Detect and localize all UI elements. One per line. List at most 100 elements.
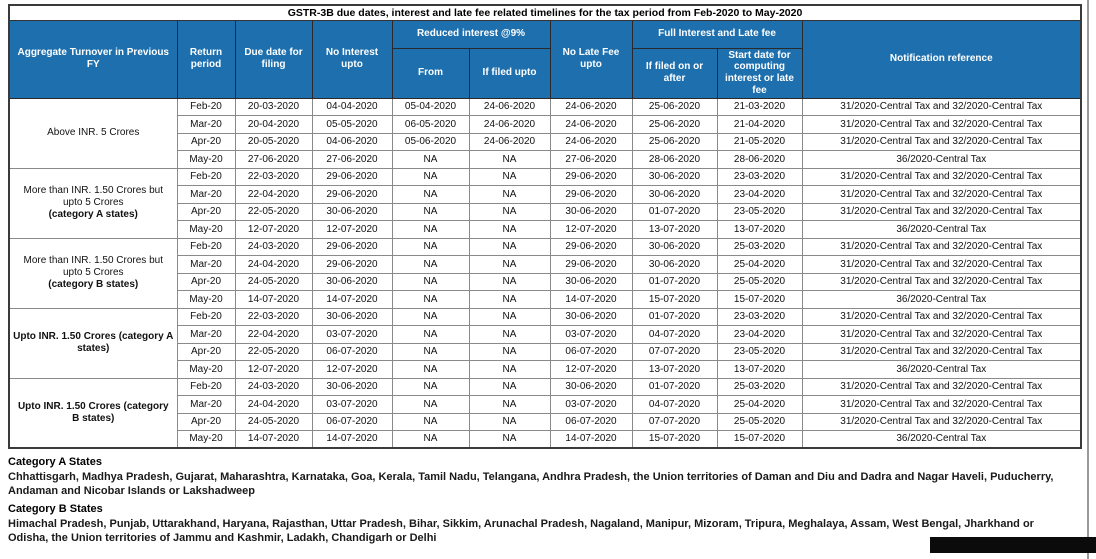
data-cell: 01-07-2020: [631, 307, 718, 327]
data-cell: 23-04-2020: [716, 185, 803, 204]
data-cell: 22-04-2020: [234, 325, 313, 344]
data-cell: 30-06-2020: [631, 167, 718, 187]
data-cell: 25-04-2020: [716, 255, 803, 274]
col-header-full-interest: Full Interest and Late fee: [631, 19, 803, 49]
data-cell: NA: [391, 377, 470, 397]
data-cell: 30-06-2020: [311, 307, 393, 327]
data-cell: NA: [468, 272, 551, 292]
data-cell: Apr-20: [176, 342, 236, 362]
col-header-turnover: Aggregate Turnover in Previous FY: [8, 19, 178, 99]
data-cell: 23-03-2020: [716, 307, 803, 327]
table-row: Above INR. 5 Crores Feb-20 20-03-2020 04-04…: [8, 97, 1082, 169]
data-cell: NA: [391, 412, 470, 432]
data-cell: NA: [391, 202, 470, 222]
data-cell: 30-06-2020: [631, 255, 718, 274]
data-cell: 06-07-2020: [311, 342, 393, 362]
data-cell: NA: [391, 220, 470, 239]
data-cell: 24-03-2020: [234, 237, 313, 257]
col-header-from: From: [391, 47, 470, 99]
data-cell: Apr-20: [176, 412, 236, 432]
data-cell: NA: [468, 325, 551, 344]
data-cell: 30-06-2020: [311, 202, 393, 222]
data-cell: NA: [468, 220, 551, 239]
data-cell: 04-07-2020: [631, 395, 718, 414]
data-cell: 25-05-2020: [716, 412, 803, 432]
data-cell: Mar-20: [176, 395, 236, 414]
data-cell: 29-06-2020: [549, 185, 633, 204]
data-cell: 06-05-2020: [391, 115, 470, 134]
data-cell: 24-06-2020: [549, 97, 633, 117]
data-cell: 14-07-2020: [549, 290, 633, 309]
title-row: GSTR-3B due dates, interest and late fee…: [8, 4, 1082, 21]
data-cell: May-20: [176, 150, 236, 169]
data-cell: NA: [468, 342, 551, 362]
data-cell: 21-03-2020: [716, 97, 803, 117]
data-cell: 13-07-2020: [631, 220, 718, 239]
data-cell: May-20: [176, 220, 236, 239]
data-cell: 01-07-2020: [631, 377, 718, 397]
data-cell: 27-06-2020: [234, 150, 313, 169]
data-cell: 22-05-2020: [234, 342, 313, 362]
table-row: May-20 14-07-2020 14-07-2020 NA NA 14-07-2020…: [9, 430, 1082, 449]
data-cell: 31/2020-Central Tax and 32/2020-Central …: [801, 325, 1082, 344]
data-cell: NA: [391, 237, 470, 257]
data-cell: 24-06-2020: [468, 97, 551, 117]
data-cell: 03-07-2020: [311, 325, 393, 344]
data-cell: 15-07-2020: [716, 430, 803, 449]
data-cell: Mar-20: [176, 325, 236, 344]
data-cell: 30-06-2020: [549, 307, 633, 327]
table-row: May-20 12-07-2020 12-07-2020 NA NA 12-07-2020…: [9, 360, 1082, 379]
header-row-1: Aggregate Turnover in Previous FY Return…: [8, 19, 1082, 99]
category-a-title: Category A States: [8, 456, 102, 468]
data-cell: 20-03-2020: [234, 97, 313, 117]
data-cell: 30-06-2020: [311, 272, 393, 292]
data-cell: 04-04-2020: [311, 97, 393, 117]
data-cell: 30-06-2020: [311, 377, 393, 397]
data-cell: 27-06-2020: [311, 150, 393, 169]
data-cell: 25-06-2020: [631, 132, 718, 152]
data-cell: 24-05-2020: [234, 412, 313, 432]
data-cell: 12-07-2020: [234, 360, 313, 379]
data-cell: 22-04-2020: [234, 185, 313, 204]
data-cell: 04-07-2020: [631, 325, 718, 344]
data-cell: NA: [468, 290, 551, 309]
table-row: More than INR. 1.50 Crores but upto 5 Cr…: [8, 167, 1082, 239]
data-cell: 01-07-2020: [631, 272, 718, 292]
data-cell: 31/2020-Central Tax and 32/2020-Central …: [801, 132, 1082, 152]
data-cell: 21-04-2020: [716, 115, 803, 134]
data-cell: 05-04-2020: [391, 97, 470, 117]
data-cell: May-20: [176, 360, 236, 379]
data-cell: 15-07-2020: [631, 430, 718, 449]
data-cell: 36/2020-Central Tax: [801, 220, 1082, 239]
data-cell: 25-05-2020: [716, 272, 803, 292]
data-cell: 13-07-2020: [716, 220, 803, 239]
data-cell: 12-07-2020: [234, 220, 313, 239]
data-cell: Mar-20: [176, 255, 236, 274]
data-cell: 15-07-2020: [631, 290, 718, 309]
data-cell: NA: [391, 395, 470, 414]
data-cell: NA: [391, 360, 470, 379]
data-cell: 24-04-2020: [234, 255, 313, 274]
data-cell: 29-06-2020: [311, 167, 393, 187]
data-cell: 24-05-2020: [234, 272, 313, 292]
col-header-due-date: Due date for filing: [234, 19, 313, 99]
data-cell: NA: [468, 237, 551, 257]
data-cell: NA: [391, 185, 470, 204]
data-cell: 13-07-2020: [716, 360, 803, 379]
data-cell: 36/2020-Central Tax: [801, 430, 1082, 449]
data-cell: 05-06-2020: [391, 132, 470, 152]
data-cell: May-20: [176, 290, 236, 309]
data-cell: 13-07-2020: [631, 360, 718, 379]
col-header-if-filed-on-or-after: If filed on or after: [631, 47, 718, 99]
data-cell: 23-03-2020: [716, 167, 803, 187]
data-cell: NA: [391, 430, 470, 449]
data-cell: Feb-20: [176, 167, 236, 187]
data-cell: 24-06-2020: [468, 115, 551, 134]
data-cell: 20-04-2020: [234, 115, 313, 134]
data-cell: 23-05-2020: [716, 342, 803, 362]
data-cell: 31/2020-Central Tax and 32/2020-Central …: [801, 342, 1082, 362]
data-cell: 03-07-2020: [549, 395, 633, 414]
data-cell: 31/2020-Central Tax and 32/2020-Central …: [801, 255, 1082, 274]
footnotes: Category A States Chhattisgarh, Madhya P…: [8, 452, 1074, 545]
data-cell: NA: [468, 307, 551, 327]
